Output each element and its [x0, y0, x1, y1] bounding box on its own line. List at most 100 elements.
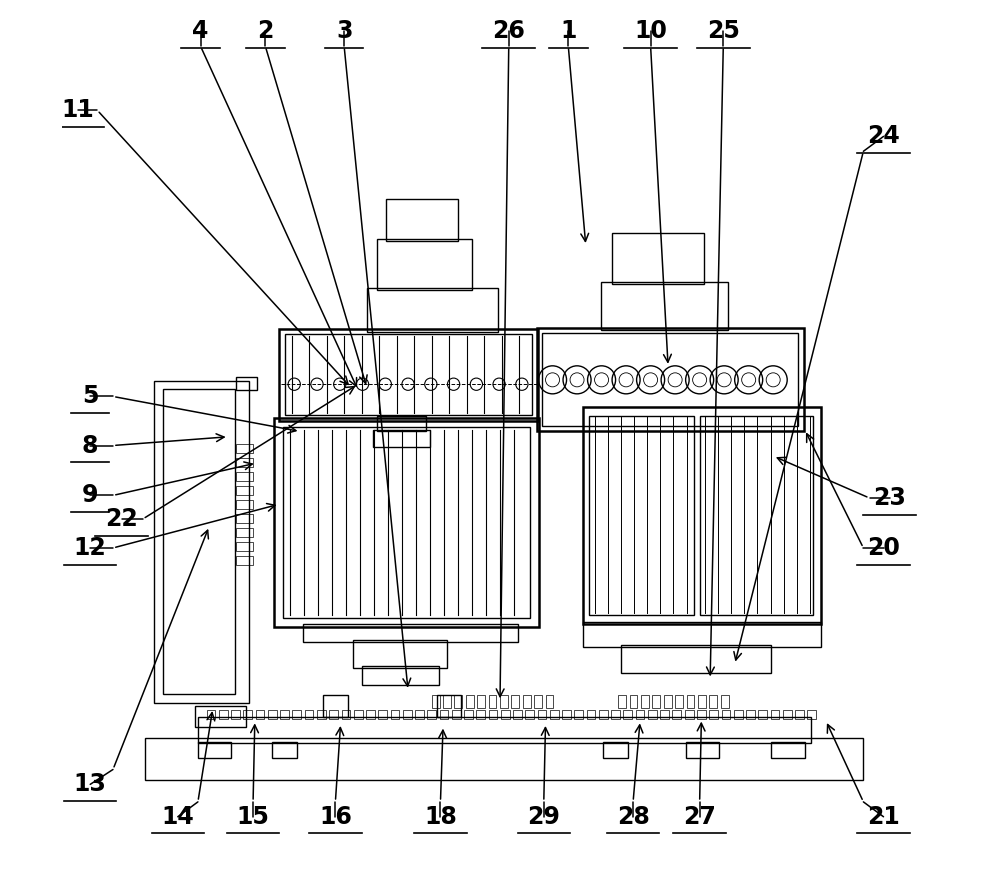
Bar: [550, 710, 559, 718]
Bar: [268, 710, 277, 718]
Bar: [511, 695, 519, 709]
Bar: [274, 418, 539, 627]
Bar: [256, 710, 264, 718]
Bar: [771, 710, 779, 718]
Bar: [154, 381, 249, 703]
Bar: [440, 710, 448, 718]
Bar: [652, 695, 660, 709]
Bar: [734, 710, 743, 718]
Bar: [280, 710, 289, 718]
Bar: [236, 556, 253, 566]
Bar: [648, 710, 657, 718]
Bar: [366, 710, 375, 718]
Text: 27: 27: [683, 805, 716, 829]
Bar: [198, 717, 811, 743]
Text: 24: 24: [867, 125, 900, 148]
Bar: [231, 710, 240, 718]
Bar: [391, 710, 399, 718]
Bar: [687, 695, 694, 709]
Bar: [523, 695, 531, 709]
Bar: [207, 710, 215, 718]
Bar: [427, 710, 436, 718]
Bar: [437, 695, 461, 717]
Bar: [489, 710, 497, 718]
Bar: [623, 710, 632, 718]
Bar: [546, 695, 553, 709]
Bar: [292, 710, 301, 718]
Bar: [466, 695, 474, 709]
Bar: [464, 710, 473, 718]
Bar: [601, 282, 728, 330]
Bar: [612, 232, 704, 283]
Bar: [236, 500, 253, 510]
Bar: [489, 695, 496, 709]
Bar: [219, 710, 228, 718]
Bar: [722, 710, 730, 718]
Text: 18: 18: [424, 805, 457, 829]
Bar: [323, 695, 348, 717]
Bar: [675, 695, 683, 709]
Bar: [603, 742, 628, 758]
Bar: [342, 710, 350, 718]
Bar: [771, 742, 805, 758]
Bar: [589, 416, 694, 616]
Bar: [685, 710, 694, 718]
Bar: [709, 695, 717, 709]
Bar: [272, 742, 297, 758]
Bar: [285, 334, 532, 415]
Bar: [386, 198, 458, 240]
Bar: [303, 624, 518, 642]
Bar: [317, 710, 326, 718]
Bar: [746, 710, 755, 718]
Bar: [630, 695, 637, 709]
Bar: [618, 695, 626, 709]
Bar: [236, 542, 253, 552]
Bar: [373, 430, 430, 447]
Text: 14: 14: [161, 805, 194, 829]
Text: 10: 10: [634, 19, 667, 43]
Text: 2: 2: [257, 19, 274, 43]
Bar: [236, 486, 253, 496]
Bar: [795, 710, 804, 718]
Bar: [542, 333, 798, 426]
Text: 1: 1: [560, 19, 576, 43]
Text: 25: 25: [707, 19, 740, 43]
Bar: [403, 710, 412, 718]
Bar: [476, 710, 485, 718]
Bar: [709, 710, 718, 718]
Bar: [641, 695, 649, 709]
Bar: [698, 695, 706, 709]
Bar: [783, 710, 792, 718]
Text: 22: 22: [105, 507, 138, 531]
Bar: [378, 710, 387, 718]
Bar: [537, 328, 804, 431]
Bar: [367, 288, 498, 332]
Text: 13: 13: [74, 773, 107, 796]
Bar: [236, 458, 253, 467]
Bar: [443, 695, 451, 709]
Bar: [621, 645, 771, 674]
Bar: [163, 389, 235, 695]
Bar: [513, 710, 522, 718]
Bar: [354, 710, 363, 718]
Bar: [305, 710, 313, 718]
Text: 12: 12: [74, 536, 107, 560]
Bar: [697, 710, 706, 718]
Bar: [236, 444, 253, 453]
Bar: [611, 710, 620, 718]
Bar: [758, 710, 767, 718]
Bar: [574, 710, 583, 718]
Text: 8: 8: [82, 433, 98, 458]
Bar: [236, 377, 257, 390]
Bar: [721, 695, 729, 709]
Bar: [329, 710, 338, 718]
Bar: [525, 710, 534, 718]
Bar: [583, 407, 821, 624]
Bar: [145, 738, 863, 780]
Bar: [195, 706, 246, 727]
Bar: [587, 710, 595, 718]
Text: 4: 4: [192, 19, 209, 43]
Bar: [686, 742, 719, 758]
Bar: [353, 640, 447, 668]
Bar: [538, 710, 546, 718]
